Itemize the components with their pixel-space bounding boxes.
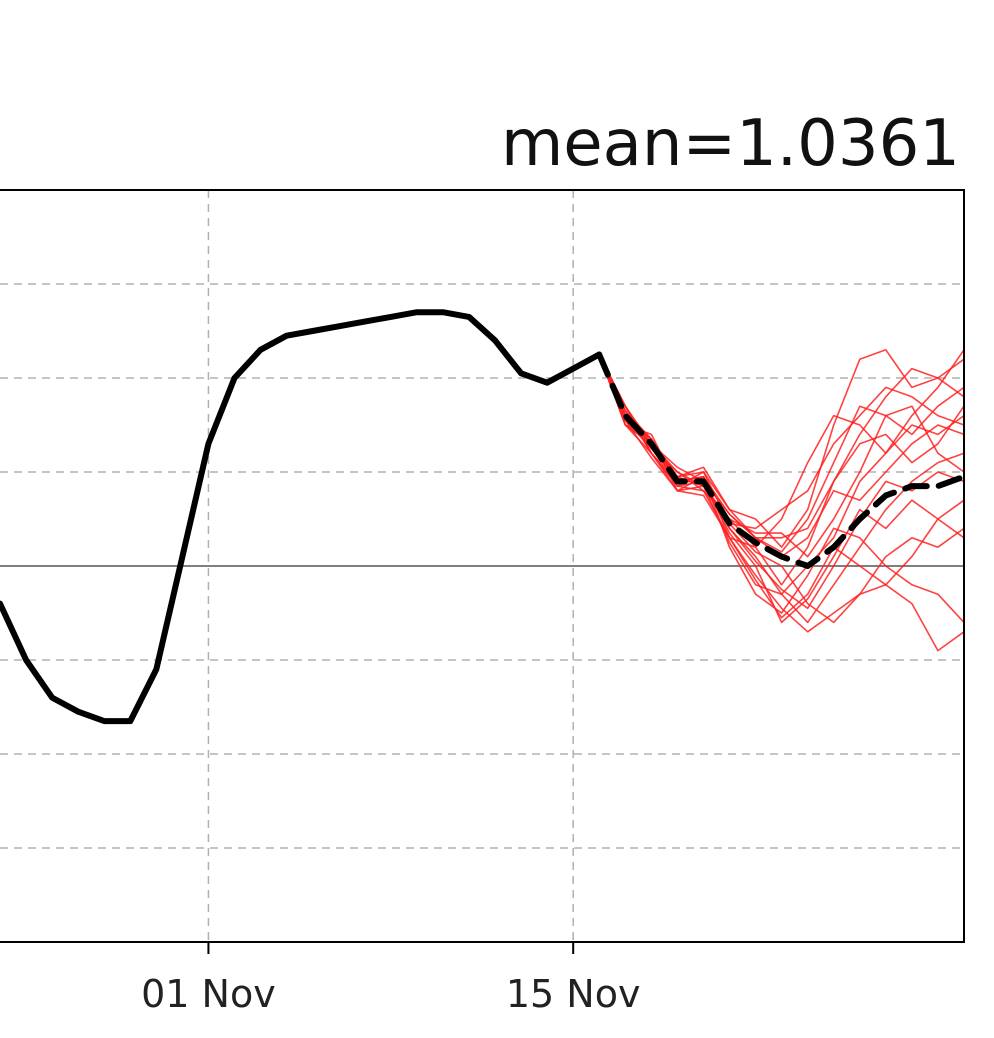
ensemble-mean-line (596, 351, 967, 569)
x-axis-ticks: 01 Nov 15 Nov (141, 942, 640, 1016)
x-tick-label: 01 Nov (141, 972, 276, 1016)
main-series (0, 309, 967, 725)
ensemble-member-line (598, 354, 965, 619)
observed-line (0, 309, 603, 725)
ensemble-member-line (598, 354, 965, 596)
x-tick-label: 15 Nov (506, 972, 641, 1016)
axes-frame (0, 189, 965, 943)
ensemble-member-line (598, 354, 965, 624)
ensemble-member-line (598, 354, 965, 623)
chart-title: mean=1.0361 (501, 107, 960, 181)
